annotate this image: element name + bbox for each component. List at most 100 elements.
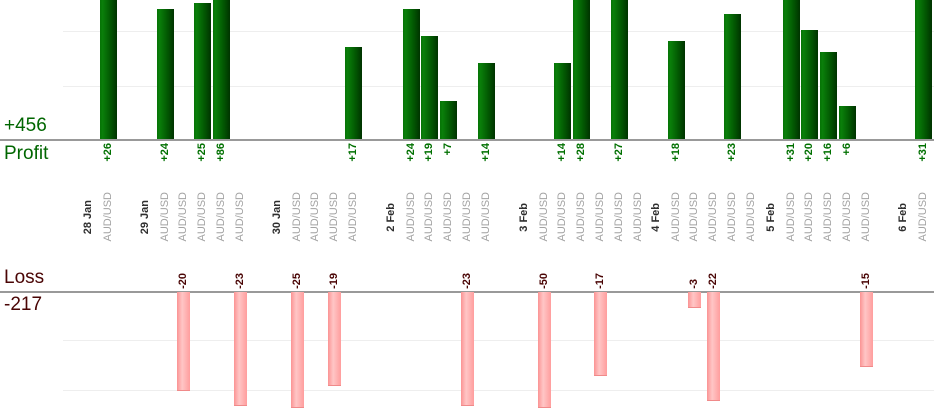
trade-loss-label-text: -17 (594, 273, 607, 289)
trade-loss-label: -50 (535, 225, 553, 289)
trade-profit-label-text: +27 (612, 143, 625, 162)
trade-loss-label: -25 (288, 225, 306, 289)
trade-loss-label: -19 (326, 225, 344, 289)
loss-bar (328, 292, 342, 386)
trade-profit-label-text: +31 (916, 143, 929, 162)
loss-total-label: -217 (4, 294, 43, 315)
trade-profit-label: +14 (554, 143, 572, 207)
profit-baseline (0, 139, 934, 141)
trade-profit-label: +28 (573, 143, 591, 207)
trade-profit-label: +16 (820, 143, 838, 207)
profit-bar (156, 9, 174, 139)
trade-profit-label-text: +26 (101, 143, 114, 162)
trade-profit-label-text: +6 (841, 143, 854, 156)
trade-profit-label: +18 (667, 143, 685, 207)
profit-bar (724, 14, 742, 139)
profit-bar (839, 106, 857, 139)
date-label: 30 Jan (268, 185, 286, 249)
instrument-label: AUD/USD (742, 185, 760, 249)
trade-profit-label: +24 (156, 143, 174, 207)
trade-profit-label-text: +16 (822, 143, 835, 162)
loss-bar (537, 292, 551, 408)
date-label-text: 2 Feb (384, 202, 397, 232)
profit-bar (99, 0, 117, 139)
date-label-text: 3 Feb (517, 202, 530, 232)
trade-profit-label-text: +7 (442, 143, 455, 156)
date-label: 29 Jan (136, 185, 154, 249)
trade-loss-label-text: -25 (290, 273, 303, 289)
trade-loss-label-text: -23 (461, 273, 474, 289)
date-label-text: 28 Jan (81, 199, 94, 235)
trade-profit-label-text: +20 (803, 143, 816, 162)
trade-profit-label-text: +23 (726, 143, 739, 162)
profit-axis-label: Profit (4, 143, 49, 164)
profit-bar (440, 101, 458, 139)
date-label: 3 Feb (515, 185, 533, 249)
instrument-label-text: AUD/USD (631, 192, 644, 242)
trade-profit-label-text: +14 (479, 143, 492, 162)
trade-profit-label-text: +19 (423, 143, 436, 162)
profit-bar (820, 52, 838, 139)
trade-loss-label-text: -22 (707, 273, 720, 289)
trade-profit-label: +25 (194, 143, 212, 207)
trade-loss-label-text: -23 (233, 273, 246, 289)
trade-profit-label-text: +24 (158, 143, 171, 162)
trade-profit-label-text: +25 (196, 143, 209, 162)
date-label-text: 29 Jan (138, 199, 151, 235)
profit-bar (667, 41, 685, 139)
trade-profit-label-text: +28 (575, 143, 588, 162)
profit-bar (421, 36, 439, 139)
trade-loss-label: -20 (175, 225, 193, 289)
trade-profit-label: +7 (440, 143, 458, 207)
loss-bar (688, 292, 702, 308)
date-label: 28 Jan (79, 185, 97, 249)
date-label-text: 6 Feb (896, 202, 909, 232)
loss-bar (233, 292, 247, 406)
loss-gridline-10 (63, 340, 934, 341)
trade-loss-label: -17 (592, 225, 610, 289)
trade-profit-label: +14 (477, 143, 495, 207)
trade-profit-label-text: +31 (784, 143, 797, 162)
profit-bar (610, 0, 628, 139)
trade-profit-label-text: +14 (556, 143, 569, 162)
trade-profit-label-text: +24 (404, 143, 417, 162)
date-label: 6 Feb (894, 185, 912, 249)
loss-axis-label: Loss (4, 267, 45, 288)
profit-bar (914, 0, 932, 139)
instrument-label: AUD/USD (307, 185, 325, 249)
trade-profit-label: +24 (402, 143, 420, 207)
trade-profit-label: +31 (782, 143, 800, 207)
loss-bar (859, 292, 873, 367)
date-label: 5 Feb (762, 185, 780, 249)
profit-bar (402, 9, 420, 139)
date-label-text: 4 Feb (649, 202, 662, 232)
trade-loss-label: -23 (459, 225, 477, 289)
instrument-label-text: AUD/USD (309, 192, 322, 242)
trade-profit-label: +86 (213, 143, 231, 207)
trade-loss-label-text: -19 (328, 273, 341, 289)
trade-profit-label-text: +86 (215, 143, 228, 162)
profit-bar (194, 3, 212, 139)
trade-profit-label: +31 (914, 143, 932, 207)
loss-bar (707, 292, 721, 401)
profit-bar (573, 0, 591, 139)
trade-loss-label-text: -15 (859, 273, 872, 289)
trade-profit-label: +27 (610, 143, 628, 207)
date-label-text: 30 Jan (270, 199, 283, 235)
loss-bar (177, 292, 191, 391)
trade-loss-label: -3 (686, 225, 704, 289)
trade-loss-label: -23 (231, 225, 249, 289)
trade-loss-label-text: -20 (177, 273, 190, 289)
instrument-label: AUD/USD (629, 185, 647, 249)
loss-bar (594, 292, 608, 376)
trade-loss-label-text: -50 (537, 273, 550, 289)
instrument-label-text: AUD/USD (744, 192, 757, 242)
trade-profit-label: +23 (724, 143, 742, 207)
trade-profit-label: +17 (345, 143, 363, 207)
trade-loss-label-text: -3 (688, 279, 701, 289)
trade-loss-label: -15 (857, 225, 875, 289)
profit-bar (213, 0, 231, 139)
profit-bar (554, 63, 572, 139)
date-label: 2 Feb (382, 185, 400, 249)
